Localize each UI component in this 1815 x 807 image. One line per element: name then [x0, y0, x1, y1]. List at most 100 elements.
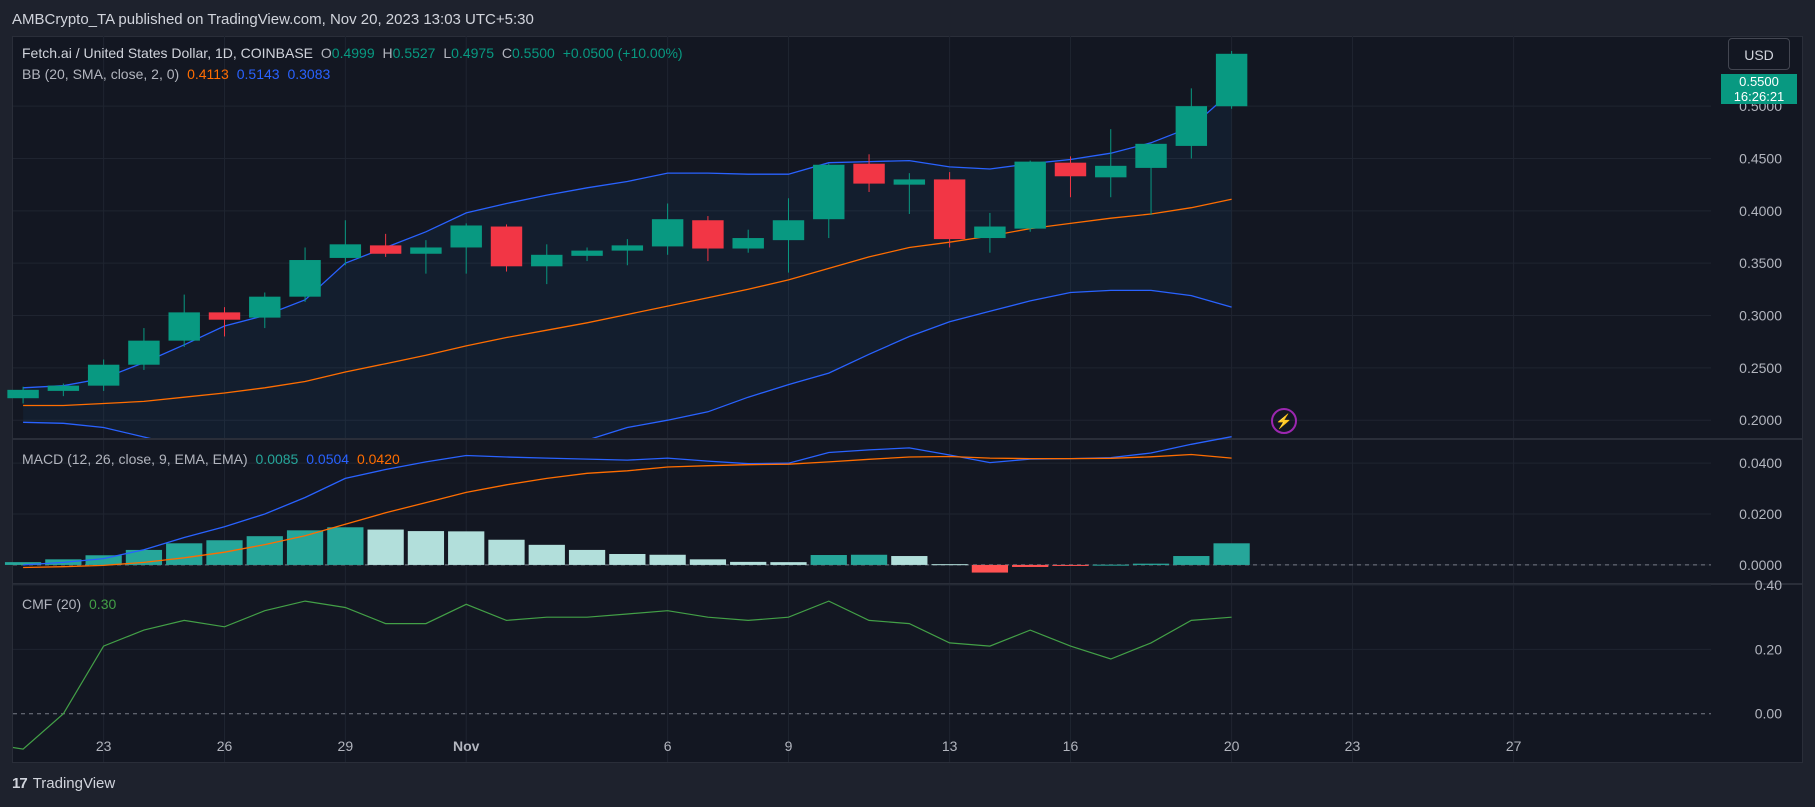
close-label: C — [501, 45, 512, 61]
bb-band-fill — [23, 91, 1232, 438]
candle-body — [1095, 165, 1127, 178]
x-tick-label: 27 — [1506, 738, 1522, 754]
macd-axis-label: 0.0400 — [1739, 455, 1782, 471]
macd-histogram-bar — [609, 553, 646, 565]
x-tick-label: 23 — [96, 738, 112, 754]
macd-histogram-bar — [1052, 564, 1089, 566]
chart-frame[interactable] — [12, 36, 1803, 763]
candle-body — [974, 226, 1006, 239]
bar-countdown: 16:26:21 — [1733, 89, 1785, 104]
candle-body — [1014, 161, 1046, 229]
macd-histogram-bar — [689, 559, 727, 565]
macd-hist-value: 0.0085 — [255, 451, 299, 467]
bb-lower-value: 0.3083 — [287, 66, 331, 82]
candle-body — [410, 247, 442, 254]
change-value: +0.0500 (+10.00%) — [562, 45, 683, 61]
price-axis-label: 0.4000 — [1739, 203, 1782, 219]
currency-button[interactable]: USD — [1728, 38, 1790, 70]
macd-histogram-bar — [1092, 564, 1129, 566]
footer-brand[interactable]: 17 TradingView — [12, 775, 115, 799]
x-tick-label: 9 — [785, 738, 793, 754]
macd-signal-line — [23, 453, 1232, 569]
macd-signal-value: 0.0420 — [356, 451, 400, 467]
candle-body — [168, 312, 200, 341]
candle-body — [813, 164, 845, 220]
x-tick-label: 23 — [1345, 738, 1361, 754]
last-price-value: 0.5500 — [1739, 74, 1779, 89]
cmf-name[interactable]: CMF (20) — [22, 596, 82, 612]
publish-header: AMBCrypto_TA published on TradingView.co… — [0, 0, 1815, 36]
x-tick-label: 6 — [664, 738, 672, 754]
macd-histogram-bar — [166, 543, 203, 565]
macd-histogram-bar — [810, 555, 847, 565]
bb-basis-value: 0.4113 — [187, 66, 229, 82]
candle-body — [47, 385, 80, 391]
macd-histogram-bar — [528, 544, 565, 565]
candle-body — [329, 244, 362, 258]
macd-histogram-bar — [931, 564, 968, 566]
publish-info: AMBCrypto_TA published on TradingView.co… — [12, 11, 534, 28]
macd-histogram-bar — [1132, 563, 1170, 565]
macd-histogram-bar — [488, 539, 525, 565]
open-label: O — [320, 45, 332, 61]
cmf-line — [13, 600, 1232, 750]
macd-histogram-bar — [4, 562, 42, 565]
symbol-name[interactable]: Fetch.ai / United States Dollar, 1D, COI… — [22, 45, 314, 61]
macd-histogram-bar — [367, 529, 404, 565]
high-label: H — [382, 45, 393, 61]
x-tick-label: Nov — [453, 738, 480, 754]
macd-histogram-bar — [407, 531, 445, 565]
bb-legend[interactable]: BB (20, SMA, close, 2, 0) 0.4113 0.5143 … — [22, 66, 334, 82]
bb-name[interactable]: BB (20, SMA, close, 2, 0) — [22, 66, 180, 82]
macd-histogram-bar — [770, 562, 807, 565]
price-axis-label: 0.4500 — [1739, 150, 1782, 166]
candle-body — [1175, 106, 1208, 146]
candle-body — [893, 179, 926, 185]
symbol-legend[interactable]: Fetch.ai / United States Dollar, 1D, COI… — [22, 45, 687, 61]
candle-body — [611, 245, 644, 251]
open-value: 0.4999 — [331, 45, 375, 61]
macd-histogram-bar — [850, 554, 888, 565]
candle-body — [651, 219, 684, 247]
bb-lower-line — [23, 289, 1232, 438]
lightning-icon[interactable]: ⚡ — [1271, 408, 1297, 434]
candle-body — [128, 340, 160, 365]
cmf-axis-label: 0.00 — [1755, 706, 1782, 722]
macd-legend[interactable]: MACD (12, 26, close, 9, EMA, EMA) 0.0085… — [22, 451, 404, 467]
macd-histogram-bar — [246, 536, 283, 565]
candle-body — [7, 389, 39, 399]
candle-body — [87, 364, 120, 386]
macd-histogram-bar — [1012, 564, 1049, 567]
tradingview-logo-icon: 17 — [12, 775, 28, 792]
x-tick-label: 29 — [338, 738, 354, 754]
macd-histogram-bar — [568, 549, 606, 565]
candle-body — [571, 250, 603, 256]
macd-line-value: 0.0504 — [306, 451, 350, 467]
candle-body — [1054, 162, 1087, 177]
candle-body — [853, 163, 885, 184]
x-tick-label: 26 — [217, 738, 233, 754]
candle-body — [490, 226, 523, 267]
macd-name[interactable]: MACD (12, 26, close, 9, EMA, EMA) — [22, 451, 248, 467]
macd-axis-label: 0.0000 — [1739, 557, 1782, 573]
last-price-tag: 0.5500 16:26:21 — [1721, 74, 1797, 104]
macd-histogram-bar — [891, 556, 928, 565]
cmf-axis-label: 0.20 — [1755, 641, 1782, 657]
price-axis-label: 0.2000 — [1739, 412, 1782, 428]
candle-body — [1135, 143, 1167, 168]
macd-histogram-bar — [1213, 543, 1250, 565]
candle-body — [692, 220, 724, 249]
macd-histogram-bar — [649, 554, 686, 565]
bb-upper-value: 0.5143 — [236, 66, 280, 82]
low-label: L — [443, 45, 452, 61]
macd-histogram-bar — [85, 555, 122, 565]
price-axis-label: 0.2500 — [1739, 360, 1782, 376]
macd-axis-label: 0.0200 — [1739, 506, 1782, 522]
macd-histogram-bar — [448, 531, 485, 565]
cmf-legend[interactable]: CMF (20) 0.30 — [22, 596, 120, 612]
candle-body — [933, 179, 966, 240]
candle-body — [772, 220, 805, 241]
macd-histogram-bar — [327, 527, 364, 565]
candle-body — [531, 254, 563, 267]
